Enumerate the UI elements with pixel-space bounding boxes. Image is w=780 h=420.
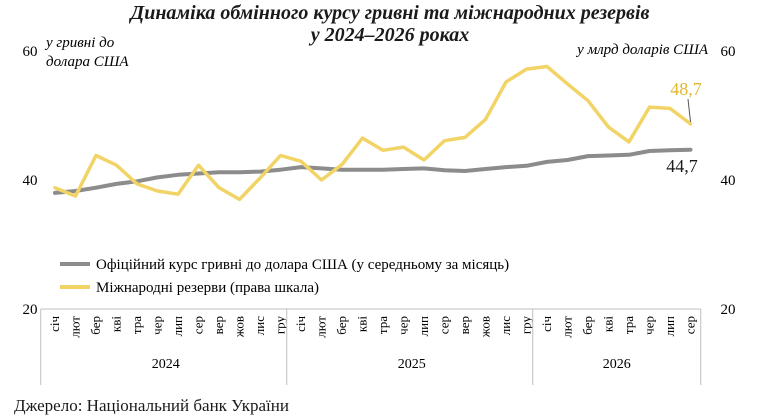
x-tick-label: жов <box>478 316 493 338</box>
x-tick-label: січ <box>539 316 554 332</box>
x-tick-label: лип <box>662 316 677 336</box>
x-tick-label: лип <box>170 316 185 336</box>
y-left-tick-label: 40 <box>23 173 38 189</box>
data-label-leader <box>687 98 691 122</box>
x-tick-label: лют <box>314 316 329 338</box>
data-label-reserves: 48,7 <box>670 79 702 99</box>
chart-title-line-1: Динаміка обмінного курсу гривні та міжна… <box>130 2 650 24</box>
x-tick-label: сер <box>437 316 452 334</box>
x-tick-label: січ <box>293 316 308 332</box>
x-tick-label: бер <box>88 316 103 335</box>
x-tick-label: тра <box>129 316 144 334</box>
source-note: Джерело: Національний банк України <box>14 396 289 415</box>
x-tick-label: сер <box>683 316 698 334</box>
y-right-tick-label: 60 <box>721 44 736 60</box>
x-tick-label: тра <box>621 316 636 334</box>
x-tick-label: чер <box>150 316 165 335</box>
x-tick-label: вер <box>211 316 226 334</box>
year-label: 2026 <box>603 357 631 372</box>
x-tick-label: жов <box>232 316 247 338</box>
x-tick-label: вер <box>457 316 472 334</box>
y-left-unit-label: у гривні до <box>44 35 115 51</box>
x-tick-label: кві <box>355 316 370 332</box>
y-left-tick-label: 60 <box>23 44 38 60</box>
y-left-unit-label: долара США <box>46 54 129 70</box>
x-tick-label: чер <box>396 316 411 335</box>
y-right-unit-label: у млрд доларів США <box>575 42 709 58</box>
series-line-exchange-rate <box>53 147 693 195</box>
y-left-tick-label: 20 <box>23 302 38 318</box>
year-label: 2025 <box>398 357 426 372</box>
x-tick-label: чер <box>642 316 657 335</box>
chart-title: Динаміка обмінного курсу гривні та міжна… <box>0 2 780 46</box>
series-line-reserves <box>53 64 693 202</box>
y-right-tick-label: 20 <box>721 302 736 318</box>
year-label: 2024 <box>152 357 180 372</box>
x-tick-label: січ <box>47 316 62 332</box>
x-tick-label: лют <box>560 316 575 338</box>
y-right-tick-label: 40 <box>721 173 736 189</box>
x-tick-label: кві <box>601 316 616 332</box>
x-tick-label: лют <box>68 316 83 338</box>
data-label-exchange-rate: 44,7 <box>666 156 698 176</box>
legend-entry: Офіційний курс гривні до долара США (у с… <box>96 257 509 273</box>
x-tick-label: кві <box>109 316 124 332</box>
x-tick-label: гру <box>273 316 288 335</box>
chart-title-line-2: у 2024–2026 роках <box>310 24 470 46</box>
x-tick-label: тра <box>375 316 390 334</box>
x-tick-label: бер <box>580 316 595 335</box>
x-tick-label: бер <box>334 316 349 335</box>
x-tick-label: лис <box>498 316 513 335</box>
legend-entry: Міжнародні резерви (права шкала) <box>96 280 319 296</box>
x-tick-label: лис <box>252 316 267 335</box>
x-tick-label: гру <box>519 316 534 335</box>
x-tick-label: сер <box>191 316 206 334</box>
x-tick-label: лип <box>416 316 431 336</box>
